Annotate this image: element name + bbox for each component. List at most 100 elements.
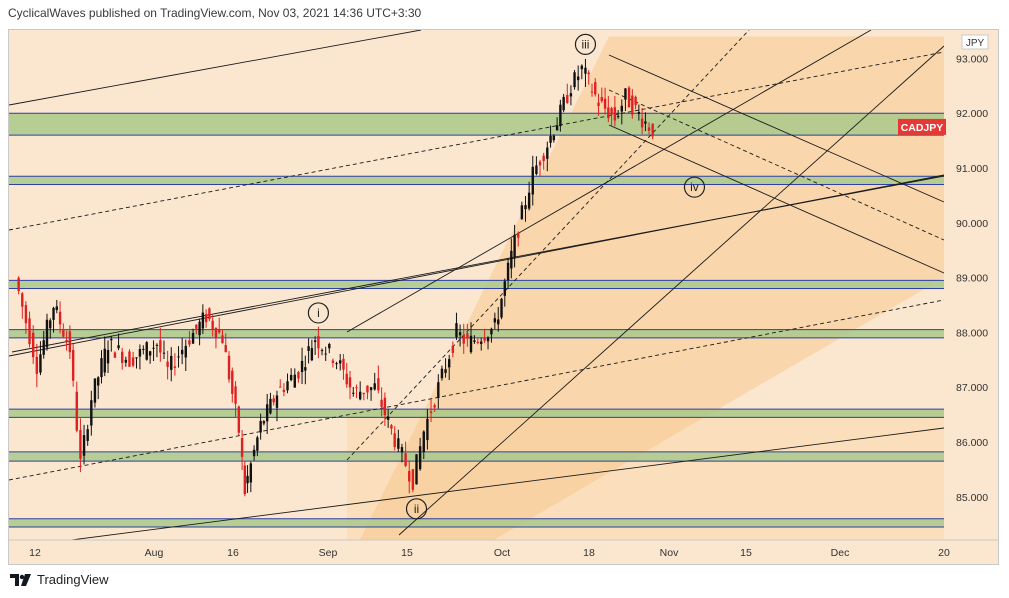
- wave-label-i: i: [317, 306, 320, 320]
- candle-body: [259, 420, 262, 433]
- candle-body: [82, 435, 86, 456]
- candle-body: [39, 354, 42, 373]
- candle-body: [369, 387, 373, 391]
- y-tick-label: 92.000: [956, 108, 988, 120]
- candle-body: [546, 147, 549, 159]
- candle-body: [466, 333, 469, 339]
- candle-body: [103, 348, 106, 373]
- candle-body: [166, 361, 169, 367]
- sr-zone: [9, 329, 944, 338]
- sr-zone: [9, 113, 944, 136]
- candle-body: [555, 125, 559, 131]
- y-tick-label: 85.000: [956, 492, 988, 504]
- candle-body: [221, 335, 224, 344]
- candle-body: [342, 358, 345, 370]
- candle-body: [607, 107, 610, 119]
- candle-body: [506, 262, 510, 281]
- candle-body: [45, 319, 49, 348]
- tradingview-brand-label: TradingView: [37, 572, 109, 587]
- candle-body: [138, 349, 142, 357]
- candle-body: [386, 416, 390, 420]
- candle-body: [52, 307, 55, 320]
- candle-body: [627, 87, 631, 108]
- candle-body: [195, 324, 198, 329]
- candle-body: [231, 370, 234, 394]
- candle-body: [597, 102, 600, 107]
- candle-body: [145, 342, 148, 360]
- candle-body: [113, 352, 117, 358]
- candle-body: [124, 359, 128, 363]
- wave-label-ii: ii: [414, 502, 419, 516]
- sr-zone: [9, 280, 944, 289]
- wave-marker-i: [307, 302, 329, 324]
- price-chart[interactable]: iiiiiiivJPY93.00092.00091.00090.00089.00…: [9, 30, 999, 565]
- candle-body: [131, 357, 135, 366]
- currency-label: JPY: [966, 38, 985, 49]
- x-tick-label: Nov: [660, 547, 679, 559]
- candle-body: [135, 357, 138, 359]
- x-tick-label: 20: [938, 547, 950, 559]
- candle-body: [480, 341, 483, 344]
- candle-body: [224, 345, 227, 353]
- sr-zone: [9, 409, 944, 418]
- candle-body: [513, 234, 516, 258]
- candle-body: [58, 311, 62, 325]
- candle-body: [647, 127, 651, 131]
- candle-body: [310, 348, 314, 361]
- candle-body: [524, 205, 527, 210]
- currency-badge: [961, 34, 989, 50]
- candle-body: [106, 349, 110, 364]
- candle-body: [426, 418, 429, 441]
- candle-body: [497, 319, 500, 325]
- y-axis-panel: [944, 30, 998, 564]
- candle-body: [366, 385, 369, 393]
- candle-body: [437, 382, 440, 399]
- candle-body: [142, 348, 145, 350]
- x-tick-label: Sep: [319, 547, 338, 559]
- y-tick-label: 91.000: [956, 163, 988, 175]
- sr-zone: [9, 518, 944, 527]
- candle-body: [458, 332, 462, 336]
- candle-body: [503, 281, 506, 296]
- candle-body: [90, 400, 93, 426]
- chart-area[interactable]: i ii iii iv JPY 93.000 92.000 91.000 90.000 89.00…: [8, 29, 999, 565]
- candle-body: [616, 116, 620, 118]
- candle-body: [17, 277, 20, 292]
- candle-body: [49, 320, 52, 329]
- candle-body: [600, 97, 603, 101]
- candle-body: [320, 350, 324, 352]
- sr-zone: [9, 451, 944, 462]
- candle-body: [155, 344, 159, 346]
- candle-body: [128, 351, 131, 367]
- candle-body: [218, 329, 221, 333]
- footer-brand: TradingView: [10, 572, 109, 587]
- candle-body: [184, 345, 187, 358]
- candle-body: [634, 96, 637, 105]
- candle-body: [28, 318, 31, 345]
- trend-line: [9, 427, 945, 549]
- wave-label-iii: iii: [581, 37, 589, 51]
- candle-body: [580, 65, 584, 70]
- candle-body: [393, 433, 396, 448]
- candle-body: [404, 453, 407, 466]
- candle-body: [644, 121, 647, 124]
- candle-body: [613, 107, 617, 121]
- candle-body: [256, 437, 259, 451]
- candle-body: [640, 118, 644, 128]
- candle-body: [55, 306, 58, 311]
- candle-body: [362, 392, 366, 395]
- x-tick-label: Dec: [831, 547, 850, 559]
- candle-body: [527, 192, 531, 209]
- candle-body: [584, 67, 587, 74]
- candle-body: [573, 72, 576, 88]
- candle-body: [86, 429, 89, 441]
- candle-body: [455, 323, 458, 338]
- candle-body: [490, 328, 493, 335]
- x-tick-label: Aug: [145, 547, 164, 559]
- candle-body: [335, 363, 338, 365]
- candle-body: [328, 343, 331, 349]
- candle-body: [110, 339, 113, 341]
- candle-body: [324, 353, 327, 355]
- candle-body: [440, 368, 444, 379]
- candle-body: [390, 425, 393, 429]
